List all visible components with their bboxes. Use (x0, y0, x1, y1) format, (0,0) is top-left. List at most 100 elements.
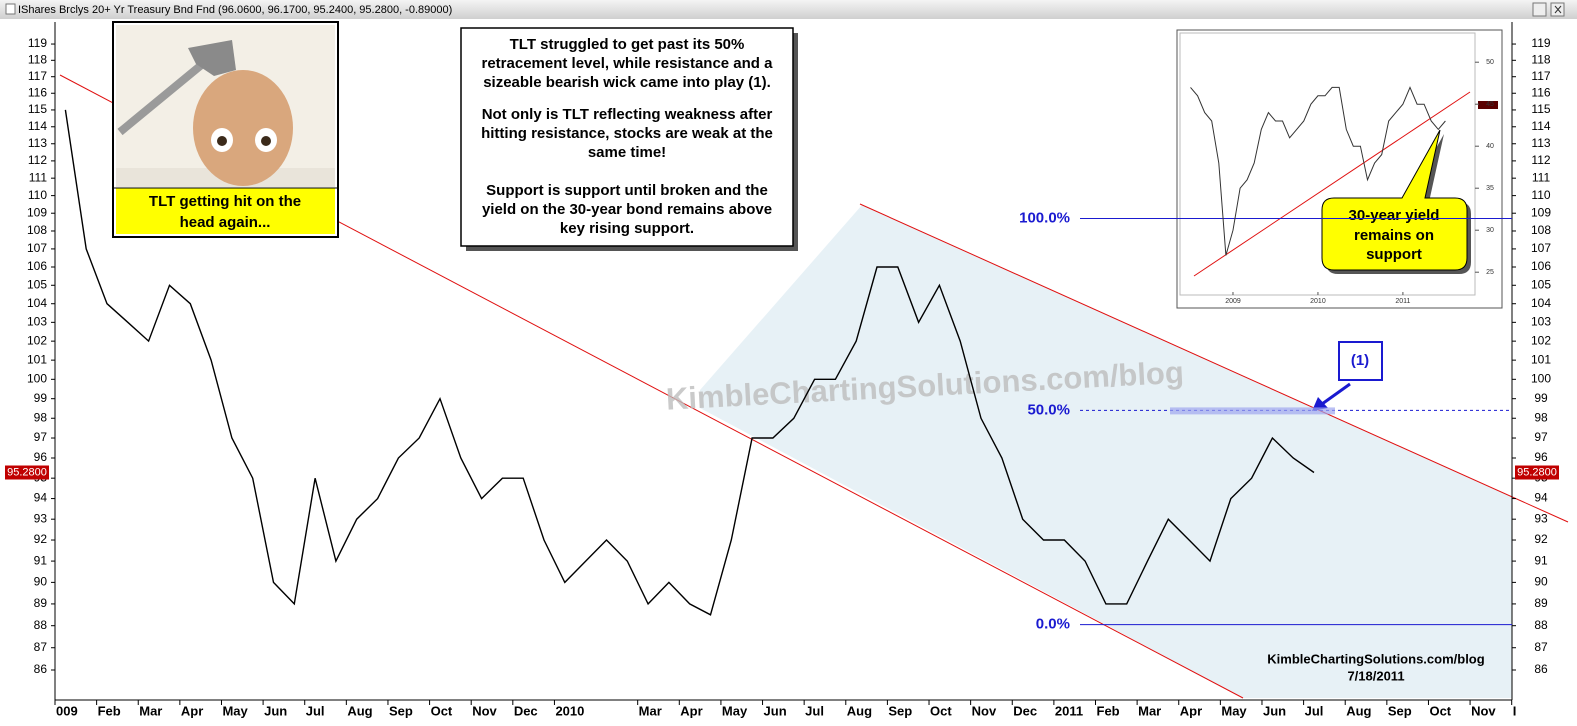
inset-y-tick-label: 35 (1486, 185, 1494, 192)
y-tick-label-right: 107 (1531, 241, 1551, 255)
y-tick-label-right: 91 (1534, 553, 1548, 567)
y-tick-label-right: 96 (1534, 450, 1548, 464)
y-tick-label-right: 110 (1531, 188, 1550, 202)
y-tick-label: 88 (34, 618, 48, 632)
photo-box: TLT getting hit on the head again... (112, 21, 339, 238)
head (193, 70, 293, 186)
fib-label: 0.0% (1036, 616, 1070, 633)
inset-y-tick-label: 25 (1486, 269, 1494, 276)
y-tick-label-right: 98 (1534, 410, 1548, 424)
hammer-head (188, 40, 236, 76)
inset-trend-line (1193, 91, 1471, 277)
window-icon (5, 3, 16, 15)
y-tick-label: 90 (34, 575, 48, 589)
inset-x-tick-label: 2010 (1310, 298, 1326, 305)
x-tick-label: 009 (56, 703, 78, 718)
y-tick-label: 109 (27, 205, 47, 219)
y-tick-label: 108 (27, 223, 47, 237)
x-tick-label: Aug (847, 703, 872, 718)
inset-x-tick-label: 2009 (1225, 298, 1241, 305)
x-tick-label: 2010 (555, 703, 584, 718)
y-tick-label: 105 (27, 277, 47, 291)
x-tick-label: Feb (98, 703, 121, 718)
y-tick-label: 87 (34, 640, 48, 654)
y-tick-label-right: 119 (1531, 36, 1550, 50)
y-tick-label-right: 93 (1534, 511, 1548, 525)
y-tick-label: 107 (27, 241, 47, 255)
inset-y-tick-label: 45 (1486, 101, 1494, 108)
y-tick-label-right: 99 (1534, 391, 1548, 405)
y-tick-label: 117 (28, 69, 47, 83)
y-tick-label: 86 (34, 662, 48, 676)
x-tick-label: Mar (139, 703, 162, 718)
y-tick-label-right: 94 (1534, 491, 1548, 505)
y-tick-label: 113 (28, 136, 47, 150)
callout-line: retracement level, while resistance and … (482, 55, 774, 72)
x-tick-label: Sep (888, 703, 912, 718)
yield-caption: remains on (1354, 227, 1434, 244)
y-tick-label-right: 113 (1531, 136, 1550, 150)
callout-line: yield on the 30-year bond remains above (482, 201, 772, 218)
y-tick-label-right: 116 (1531, 85, 1550, 99)
x-tick-label: Apr (181, 703, 203, 718)
inset-y-tick-label: 30 (1486, 227, 1494, 234)
x-tick-label: Jun (764, 703, 787, 718)
y-tick-label-right: 90 (1534, 575, 1548, 589)
callout-line: key rising support. (560, 220, 694, 237)
yield-caption: 30-year yield (1349, 207, 1440, 224)
y-tick-label: 119 (28, 36, 47, 50)
y-tick-label: 98 (34, 410, 48, 424)
y-tick-label: 91 (34, 553, 48, 567)
x-tick-label: Sep (389, 703, 413, 718)
y-tick-label-right: 89 (1534, 596, 1548, 610)
y-tick-label-right: 105 (1531, 277, 1551, 291)
inset-price-tag (1478, 101, 1498, 109)
x-tick-label: Nov (472, 703, 497, 718)
y-tick-label: 101 (27, 352, 47, 366)
y-tick-label: 97 (34, 430, 48, 444)
title-bar (0, 0, 1577, 19)
y-tick-label: 104 (27, 296, 47, 310)
x-tick-label: Apr (1180, 703, 1202, 718)
x-tick-label: Jul (1305, 703, 1324, 718)
trend-line (859, 203, 1569, 523)
price-tag (5, 465, 49, 480)
x-tick-label: Mar (639, 703, 662, 718)
restore-button[interactable] (1532, 2, 1547, 17)
photo-caption-bg (116, 188, 335, 234)
y-tick-label: 111 (29, 170, 48, 184)
y-tick-label: 92 (34, 532, 48, 546)
x-tick-label: Dec (514, 703, 538, 718)
y-tick-label-right: 88 (1534, 618, 1548, 632)
y-tick-label-right: 103 (1531, 315, 1551, 329)
fib-label: 100.0% (1019, 209, 1070, 226)
y-tick-label-right: 100 (1531, 371, 1551, 385)
footer-date: 7/18/2011 (1347, 668, 1404, 683)
x-tick-label: Mar (1138, 703, 1161, 718)
photo-caption: head again... (180, 214, 271, 231)
callout-line: sizeable bearish wick came into play (1)… (483, 74, 771, 91)
y-tick-label-right: 101 (1531, 352, 1551, 366)
resistance-zone (1170, 407, 1335, 415)
x-tick-label: Jul (306, 703, 325, 718)
y-tick-label-right: 111 (1532, 170, 1551, 184)
y-tick-label: 114 (28, 119, 47, 133)
y-tick-label-right: 86 (1534, 662, 1548, 676)
y-tick-label-right: 109 (1531, 205, 1551, 219)
callout-line: Support is support until broken and the (486, 182, 768, 199)
marker-box (1338, 341, 1383, 381)
callout-line: same time! (588, 144, 666, 161)
price-tag (1515, 465, 1559, 480)
y-tick-label: 115 (28, 102, 47, 116)
y-tick-label-right: 87 (1534, 640, 1548, 654)
y-tick-label: 106 (27, 259, 47, 273)
x-tick-label: Jul (805, 703, 824, 718)
channel-shade (700, 205, 1512, 698)
inset-y-tick-label: 50 (1486, 59, 1494, 66)
y-tick-label: 89 (34, 596, 48, 610)
x-tick-label: Feb (1097, 703, 1120, 718)
x-tick-label: May (222, 703, 248, 718)
y-tick-label: 116 (28, 85, 47, 99)
marker-arrow (1321, 382, 1351, 406)
x-tick-label: Jun (264, 703, 287, 718)
